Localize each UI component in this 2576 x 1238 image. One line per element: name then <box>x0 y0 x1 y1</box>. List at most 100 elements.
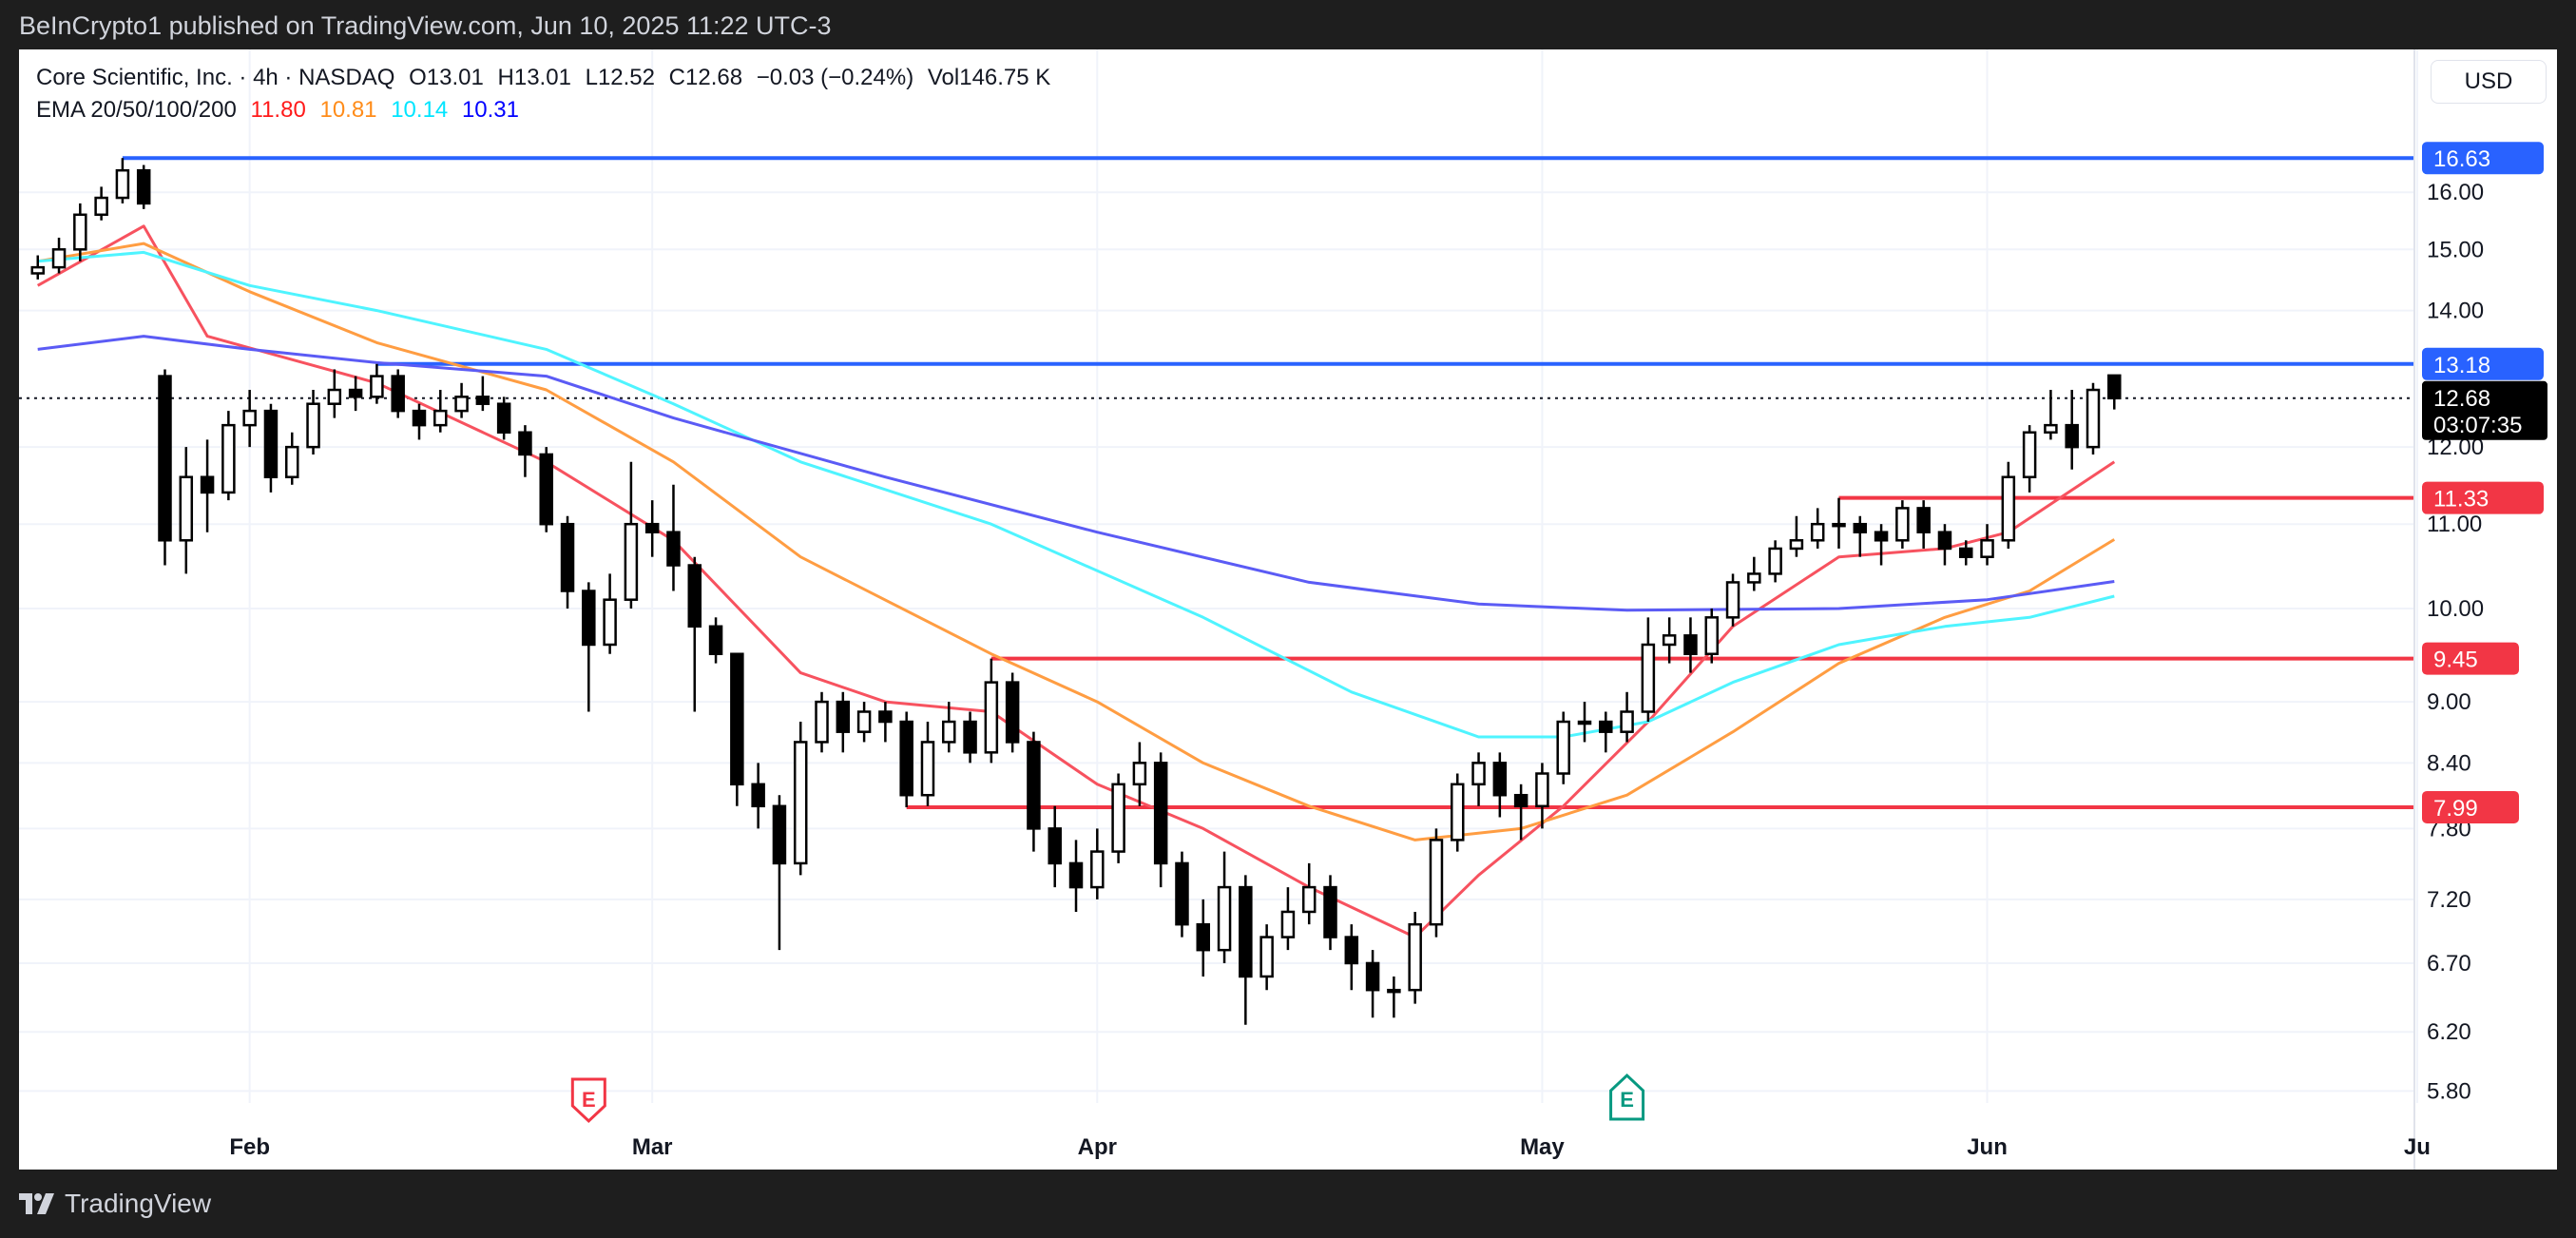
candle-body <box>1132 762 1147 786</box>
candle-up <box>73 203 87 261</box>
candle-up <box>1768 540 1782 583</box>
ema-line-ema20 <box>36 224 2116 939</box>
candle-up <box>920 722 935 806</box>
candle-body <box>1344 936 1359 965</box>
chart-panel <box>19 49 2557 1170</box>
candle-up <box>179 447 194 574</box>
candle-body <box>518 431 532 456</box>
ema50-value: 10.81 <box>319 97 377 123</box>
candle-down <box>263 403 279 493</box>
candle-body <box>263 409 279 478</box>
candle-body <box>221 423 236 494</box>
candle-body <box>136 168 151 205</box>
candle-body <box>1937 531 1952 551</box>
earnings-label: E <box>1620 1088 1634 1112</box>
candle-body <box>772 804 787 865</box>
ohlc-high: H13.01 <box>497 65 571 90</box>
top-bar: BeInCrypto1 published on TradingView.com… <box>0 0 2576 49</box>
x-tick-label: Apr <box>1078 1134 1117 1160</box>
candle-body <box>1832 522 1846 528</box>
candle-up <box>1980 524 1994 566</box>
candle-up <box>1111 773 1125 863</box>
candle-down <box>348 376 363 412</box>
ema100-value: 10.14 <box>391 97 449 123</box>
y-tick-label: 10.00 <box>2427 596 2484 622</box>
candle-down <box>1874 524 1889 566</box>
candle-body <box>370 375 384 398</box>
candle-up <box>1641 617 1656 723</box>
ema-legend[interactable]: EMA 20/50/100/200 11.80 10.81 10.14 10.3… <box>36 97 527 124</box>
candle-down <box>687 556 702 712</box>
earnings-marker[interactable]: E <box>570 1077 606 1124</box>
candle-up <box>815 691 829 753</box>
y-tick-label: 5.80 <box>2427 1078 2471 1104</box>
candle-up <box>115 158 130 203</box>
tradingview-logo[interactable]: TradingView <box>19 1189 211 1219</box>
candle-body <box>1916 507 1931 533</box>
candle-body <box>158 375 172 542</box>
candle-down <box>518 425 532 477</box>
candle-body <box>1387 988 1401 994</box>
last-price-label: 12.68 <box>2433 386 2490 412</box>
x-tick-label: May <box>1520 1134 1565 1160</box>
earnings-marker[interactable]: E <box>1609 1073 1645 1121</box>
level-price-label-bg <box>2422 481 2544 514</box>
candle-down <box>391 369 405 418</box>
x-tick-label: Feb <box>229 1134 270 1160</box>
candle-body <box>1683 634 1698 655</box>
candle-body <box>1535 772 1549 808</box>
candle-down <box>1068 840 1084 912</box>
candle-up <box>433 390 448 433</box>
candle-up <box>1132 742 1147 806</box>
candle-up <box>1301 862 1317 925</box>
x-tick-label: Jun <box>1967 1134 2008 1160</box>
candle-up <box>2022 425 2037 493</box>
candle-body <box>284 445 299 478</box>
candle-up <box>1535 763 1549 829</box>
candle-body <box>2022 431 2037 478</box>
symbol-name[interactable]: Core Scientific, Inc. · 4h · NASDAQ <box>36 65 395 90</box>
candle-down <box>1599 711 1613 753</box>
candle-up <box>30 255 45 280</box>
candle-down <box>200 439 215 532</box>
candle-up <box>221 411 236 501</box>
candle-body <box>73 213 87 251</box>
candle-up <box>793 722 808 876</box>
candle-down <box>136 164 151 209</box>
candle-down <box>2065 390 2079 470</box>
candle-down <box>708 617 723 664</box>
candle-body <box>1027 741 1041 830</box>
candle-down <box>496 397 511 440</box>
candle-up <box>1662 617 1677 664</box>
candle-up <box>370 363 384 404</box>
candle-body <box>1958 547 1973 558</box>
y-tick-label: 6.70 <box>2427 951 2471 977</box>
candle-body <box>1492 762 1508 797</box>
candle-body <box>1217 885 1232 952</box>
candle-body <box>1853 522 1868 533</box>
candle-down <box>878 702 893 743</box>
candle-down <box>836 691 851 753</box>
level-price-label-bg <box>2422 790 2519 823</box>
candle-body <box>115 168 130 200</box>
x-tick-label: Mar <box>632 1134 673 1160</box>
y-tick-label: 6.20 <box>2427 1019 2471 1045</box>
candle-down <box>475 376 490 412</box>
candle-body <box>687 564 702 629</box>
currency-button[interactable]: USD <box>2431 60 2547 104</box>
candle-down <box>1344 924 1359 991</box>
level-price-label: 11.33 <box>2433 487 2489 513</box>
candle-up <box>1217 851 1232 963</box>
ema-line-ema50 <box>37 242 2116 841</box>
candle-up <box>454 382 469 418</box>
candle-body <box>815 700 829 744</box>
candle-body <box>51 248 67 269</box>
candle-body <box>920 741 935 797</box>
candle-up <box>94 186 108 221</box>
candle-body <box>1048 827 1062 865</box>
level-price-label: 9.45 <box>2433 648 2478 673</box>
candle-down <box>963 711 977 764</box>
candle-up <box>1451 773 1465 852</box>
published-info: BeInCrypto1 published on TradingView.com… <box>19 11 832 40</box>
